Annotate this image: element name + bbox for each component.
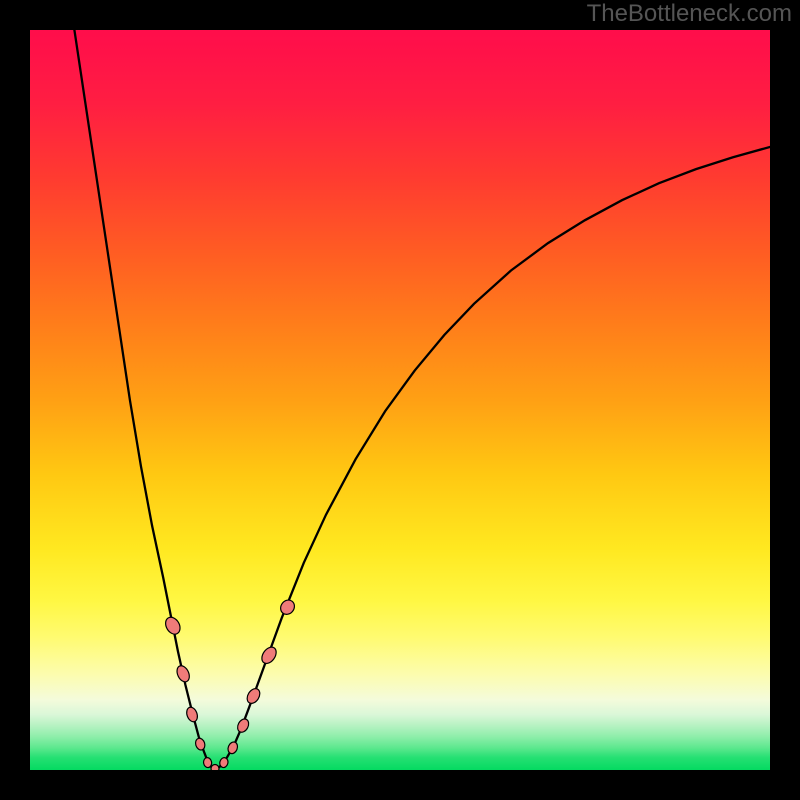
chart-container: TheBottleneck.com (0, 0, 800, 800)
gradient-background (30, 30, 770, 770)
marker-point (211, 765, 219, 770)
watermark-text: TheBottleneck.com (587, 0, 792, 28)
plot-area (30, 30, 770, 770)
plot-svg (30, 30, 770, 770)
